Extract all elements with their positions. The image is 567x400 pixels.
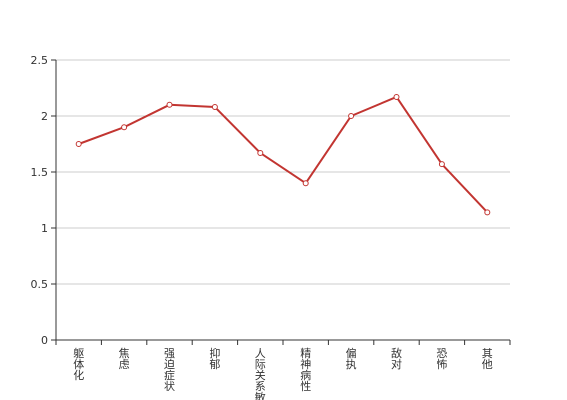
x-tick-labels: 躯体化 焦虑 强迫症状 抑郁 人际关系敏感 精神病性 偏执 敌对 恐怖 其他 <box>73 346 493 400</box>
data-point <box>393 93 400 100</box>
data-point <box>438 161 445 168</box>
y-tick-label: 1.5 <box>31 166 49 179</box>
x-tick-label: 强迫症状 <box>164 347 175 393</box>
data-point <box>302 180 309 187</box>
y-tick-label: 1 <box>41 222 48 235</box>
x-tick-label: 偏执 <box>346 346 357 371</box>
series-line <box>78 95 489 214</box>
x-tick-label: 躯体化 <box>73 347 84 382</box>
x-tick-label: 焦虑 <box>119 347 130 371</box>
data-point <box>484 209 491 216</box>
x-tick-label: 人际关系敏感 <box>255 347 266 400</box>
x-tick-label: 恐怖 <box>436 347 447 371</box>
data-point <box>75 141 82 147</box>
y-tick-label: 2 <box>41 110 48 123</box>
x-tick-label: 敌对 <box>391 346 402 371</box>
x-tick-label: 精神病性 <box>300 347 311 393</box>
data-point <box>211 104 218 111</box>
data-point <box>121 124 128 131</box>
data-point <box>166 101 173 108</box>
axes <box>51 59 511 345</box>
y-tick-label: 0 <box>41 334 48 347</box>
series-line-layer <box>78 95 489 214</box>
y-tick-labels: 0 0.5 1 1.5 2 2.5 <box>31 54 49 347</box>
x-tick-label: 其他 <box>482 347 493 371</box>
data-point <box>348 113 355 119</box>
y-tick-label: 2.5 <box>31 54 49 67</box>
x-tick-label: 抑郁 <box>209 346 220 371</box>
grid-lines <box>56 59 510 285</box>
data-point <box>257 149 264 156</box>
y-tick-label: 0.5 <box>31 278 49 291</box>
data-points <box>75 93 491 216</box>
